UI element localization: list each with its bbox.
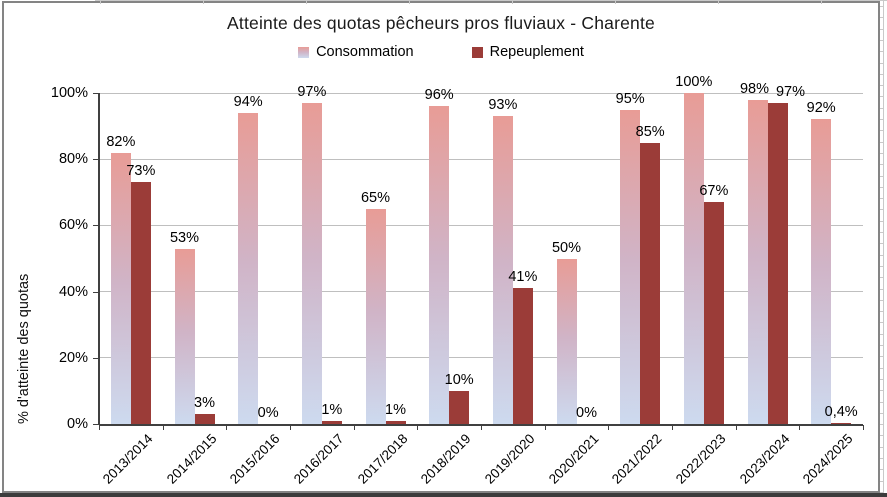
spreadsheet-row-gridline: [880, 62, 883, 64]
legend-label-repeuplement: Repeuplement: [489, 44, 584, 60]
legend-label-consommation: Consommation: [316, 44, 414, 60]
chart-title: Atteinte des quotas pêcheurs pros fluvia…: [227, 13, 655, 33]
spreadsheet-row-gridline: [880, 412, 883, 414]
spreadsheet-row-gridline: [880, 469, 883, 471]
spreadsheet-row-gridline: [880, 232, 883, 233]
spreadsheet-row-gridline: [880, 424, 883, 426]
spreadsheet-row-gridline: [880, 243, 883, 245]
spreadsheet-row-gridline: [880, 311, 883, 313]
spreadsheet-row-gridline: [880, 288, 883, 290]
spreadsheet-row-gridline: [880, 299, 883, 301]
spreadsheet-row-gridline: [880, 277, 883, 279]
spreadsheet-row-gridline: [880, 130, 883, 132]
spreadsheet-row-gridline: [880, 85, 883, 87]
spreadsheet-row-gridline: [880, 480, 883, 482]
spreadsheet-row-gridline: [880, 152, 883, 154]
spreadsheet-row-gridline: [880, 378, 883, 380]
spreadsheet-row-gridline: [880, 141, 883, 143]
legend-swatch-consommation: [298, 46, 310, 58]
spreadsheet-row-gridline: [880, 446, 883, 448]
spreadsheet-row-gridline: [880, 186, 883, 188]
spreadsheet-row-gridline: [880, 356, 883, 358]
chart-legend: Consommation Repeuplement: [0, 44, 882, 60]
spreadsheet-row-gridline: [880, 322, 883, 324]
spreadsheet-row-gridline: [880, 254, 883, 256]
spreadsheet-row-gridline: [880, 107, 883, 109]
spreadsheet-row-gridline: [880, 6, 883, 7]
chart-frame: [2, 1, 880, 493]
spreadsheet-row-gridline: [880, 198, 883, 200]
spreadsheet-row-gridline: [880, 164, 883, 166]
spreadsheet-row-gridline: [880, 367, 883, 369]
spreadsheet-row-gridline: [880, 265, 883, 267]
y-axis-title: % d'atteinte des quotas: [16, 273, 32, 424]
spreadsheet-row-gridline: [880, 73, 883, 75]
spreadsheet-row-gridline: [880, 96, 883, 98]
spreadsheet-row-gridline: [880, 390, 883, 392]
spreadsheet-right-column-line: [883, 0, 884, 493]
spreadsheet-row-gridline: [880, 401, 883, 403]
legend-swatch-repeuplement: [471, 46, 483, 58]
spreadsheet-row-gridline: [880, 345, 883, 346]
spreadsheet-row-gridline: [880, 175, 883, 177]
spreadsheet-row-gridline: [880, 39, 883, 41]
spreadsheet-row-gridline: [880, 435, 883, 437]
spreadsheet-row-gridline: [880, 333, 883, 335]
spreadsheet-bottom-edge: [0, 493, 887, 497]
spreadsheet-row-gridline: [880, 220, 883, 222]
spreadsheet-row-gridline: [880, 209, 883, 211]
legend-item-repeuplement: Repeuplement: [471, 44, 584, 60]
spreadsheet-row-gridline: [880, 119, 883, 120]
spreadsheet-row-gridline: [880, 458, 883, 459]
legend-item-consommation: Consommation: [298, 44, 414, 60]
